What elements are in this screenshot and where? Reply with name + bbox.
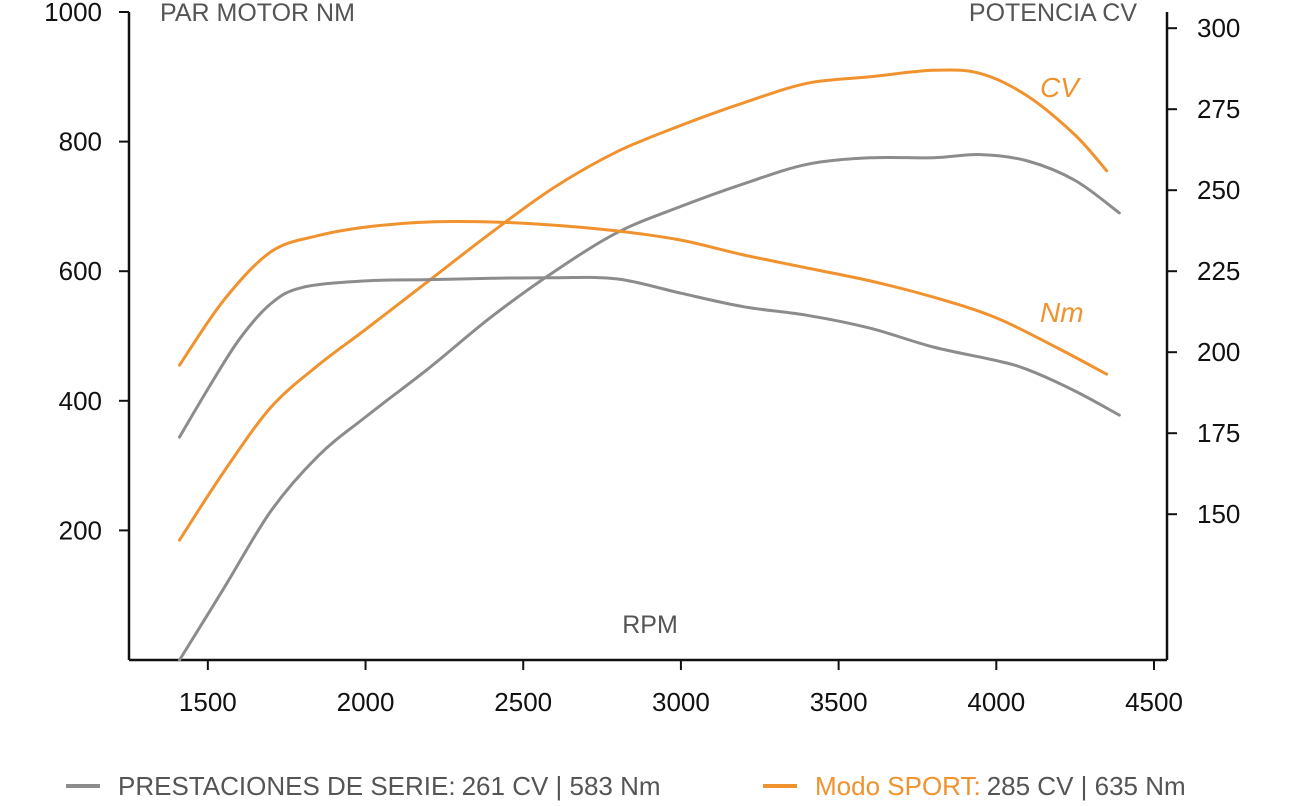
left-tick-label-600: 600 (59, 256, 102, 286)
legend-value-sport: 285 CV | 635 Nm (986, 770, 1186, 801)
x-tick-label-2000: 2000 (337, 687, 395, 717)
legend-name-serie: PRESTACIONES DE SERIE: (118, 770, 456, 801)
x-tick-label-2500: 2500 (494, 687, 552, 717)
right-tick-label-250: 250 (1197, 175, 1240, 205)
nm-series-label: Nm (1040, 297, 1084, 328)
series-line-sport-cv (178, 68, 1109, 542)
axes-group (127, 12, 1169, 662)
legend-swatch-serie (66, 784, 100, 788)
right-axis-title: POTENCIA CV (969, 0, 1137, 27)
right-tick-label-200: 200 (1197, 337, 1240, 367)
right-tick-label-300: 300 (1197, 13, 1240, 43)
x-tick-label-3500: 3500 (810, 687, 868, 717)
ticks-group: 1500 2000 2500 3000 3500 4000 4500 200 400 600 800… (44, 0, 1240, 717)
left-tick-label-400: 400 (59, 386, 102, 416)
left-tick-label-1000: 1000 (44, 0, 102, 27)
x-tick-label-1500: 1500 (179, 687, 237, 717)
right-tick-label-175: 175 (1197, 418, 1240, 448)
legend-item-sport: Modo SPORT: 285 CV | 635 Nm (763, 766, 1186, 806)
series-line-sport-nm (178, 219, 1109, 376)
series-line-serie-cv (178, 153, 1121, 662)
right-tick-label-275: 275 (1197, 94, 1240, 124)
series-line-serie-nm (178, 275, 1121, 439)
x-tick-label-4500: 4500 (1125, 687, 1183, 717)
left-tick-label-800: 800 (59, 127, 102, 157)
left-axis-title: PAR MOTOR NM (160, 0, 355, 27)
legend-value-serie: 261 CV | 583 Nm (461, 770, 661, 801)
x-tick-label-3000: 3000 (652, 687, 710, 717)
legend-item-serie: PRESTACIONES DE SERIE: 261 CV | 583 Nm (66, 766, 661, 806)
x-axis-title: RPM (622, 611, 678, 639)
series-group (178, 68, 1121, 662)
legend-name-sport: Modo SPORT: (815, 770, 981, 801)
x-tick-label-4000: 4000 (967, 687, 1025, 717)
legend-swatch-sport (763, 784, 797, 788)
left-tick-label-200: 200 (59, 515, 102, 545)
right-tick-label-150: 150 (1197, 499, 1240, 529)
right-tick-label-225: 225 (1197, 256, 1240, 286)
cv-series-label: CV (1040, 72, 1081, 103)
